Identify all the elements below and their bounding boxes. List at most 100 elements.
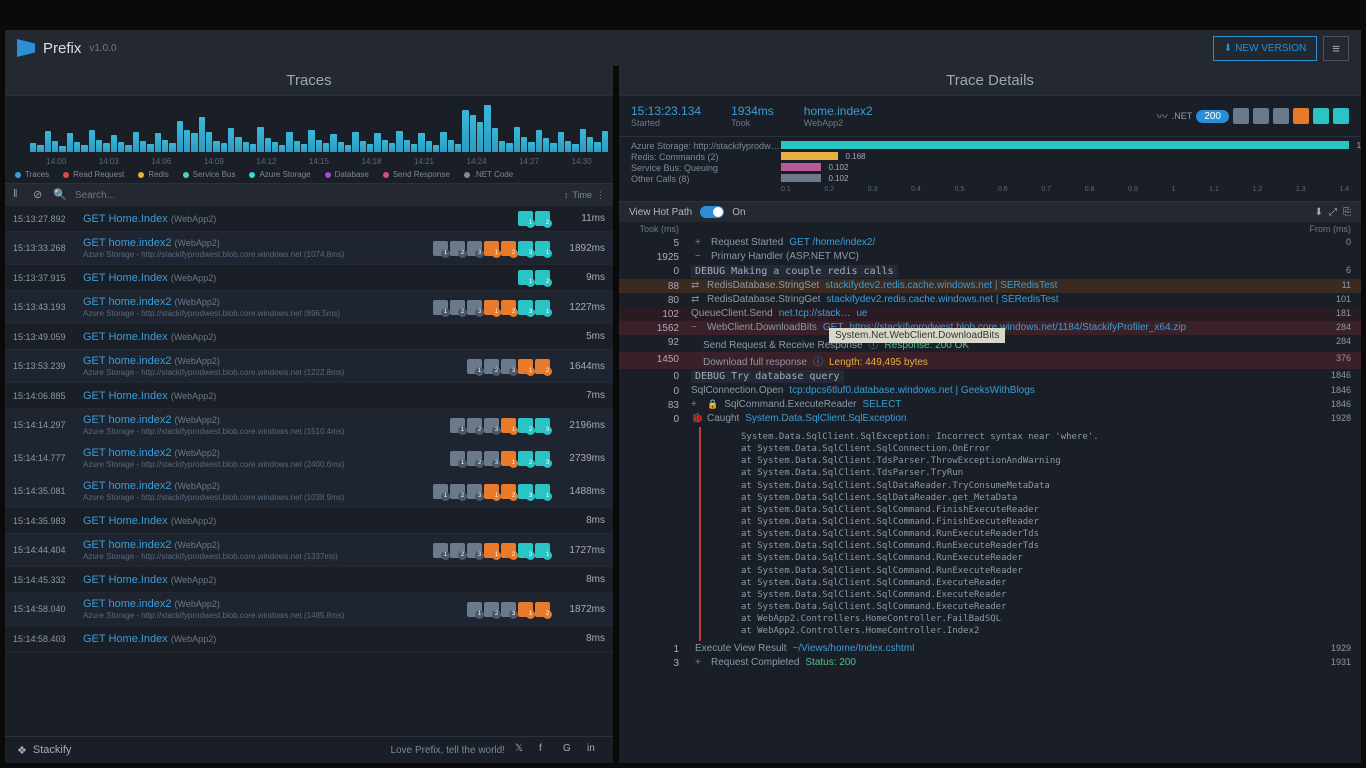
trace-stat-icon: 2 bbox=[484, 359, 499, 374]
trace-row[interactable]: 15:14:45.332GET Home.Index (WebApp2)8ms bbox=[5, 567, 613, 593]
pause-icon[interactable]: ‖ bbox=[13, 188, 27, 202]
trace-stat-icon: 2 bbox=[467, 451, 482, 466]
chart-bar bbox=[45, 131, 51, 152]
trace-row[interactable]: 15:14:44.404GET home.index2 (WebApp2)Azu… bbox=[5, 534, 613, 567]
trace-row[interactable]: 15:14:06.885GET Home.Index (WebApp2)7ms bbox=[5, 383, 613, 409]
search-icon[interactable]: 🔍 bbox=[53, 188, 67, 202]
chart-bar bbox=[594, 142, 600, 152]
expand-icon[interactable]: 🐞 bbox=[691, 413, 701, 424]
trace-stat-icon: 3 bbox=[518, 241, 533, 256]
clear-icon[interactable]: ⊘ bbox=[33, 188, 47, 202]
trace-row[interactable]: 15:14:14.777GET home.index2 (WebApp2)Azu… bbox=[5, 442, 613, 475]
trace-row[interactable]: 15:13:49.059GET Home.Index (WebApp2)5ms bbox=[5, 324, 613, 350]
info-icon[interactable]: ⓘ bbox=[813, 353, 823, 368]
trace-list: 15:13:27.892GET Home.Index (WebApp2)1211… bbox=[5, 206, 613, 736]
trace-row[interactable]: 15:13:43.193GET home.index2 (WebApp2)Azu… bbox=[5, 291, 613, 324]
trace-row[interactable]: 15:13:33.268GET home.index2 (WebApp2)Azu… bbox=[5, 232, 613, 265]
trace-stat-icon: 2 bbox=[467, 418, 482, 433]
timeline-row: Service Bus: Queuing0.102 bbox=[631, 163, 1349, 173]
detail-row[interactable]: 0🐞Caught System.Data.SqlClient.SqlExcept… bbox=[619, 412, 1361, 426]
detail-row[interactable]: 1Execute View Result ~/Views/home/Index.… bbox=[619, 642, 1361, 656]
trace-stat-icon: 1 bbox=[433, 484, 448, 499]
facebook-icon[interactable]: f bbox=[539, 743, 553, 757]
expand-icon[interactable]: − bbox=[691, 322, 701, 333]
legend-dot-icon bbox=[383, 172, 389, 178]
trace-stat-icon: 3 bbox=[484, 418, 499, 433]
sort-icon[interactable]: ↕ bbox=[564, 190, 569, 200]
detail-row[interactable]: 0SqlConnection.Open tcp:dpcs6tluf0.datab… bbox=[619, 384, 1361, 398]
detail-row[interactable]: 5+Request Started GET /home/index2/0 bbox=[619, 236, 1361, 250]
trace-stat-icon: 3 bbox=[467, 241, 482, 256]
trace-stat-icon: 1 bbox=[535, 300, 550, 315]
chart-bar bbox=[103, 143, 109, 152]
expand-icon[interactable]: ⇄ bbox=[691, 294, 701, 305]
detail-link[interactable]: ~/Views/home/Index.cshtml bbox=[793, 643, 915, 654]
detail-row[interactable]: 80⇄RedisDatabase.StringGet stackifydev2.… bbox=[619, 293, 1361, 307]
trace-stat-icon: 1 bbox=[535, 241, 550, 256]
hotpath-toggle[interactable] bbox=[700, 206, 724, 218]
started-label: Started bbox=[631, 118, 701, 128]
lock-icon: 🔒 bbox=[707, 399, 718, 410]
detail-link[interactable]: System.Data.SqlClient.SqlException bbox=[745, 413, 906, 424]
chart-bar bbox=[294, 141, 300, 152]
expand-icon[interactable]: ⇄ bbox=[691, 280, 701, 291]
detail-row[interactable]: 1925−Primary Handler (ASP.NET MVC) bbox=[619, 250, 1361, 264]
trace-row[interactable]: 15:13:53.239GET home.index2 (WebApp2)Azu… bbox=[5, 350, 613, 383]
trace-row[interactable]: 15:14:35.983GET Home.Index (WebApp2)8ms bbox=[5, 508, 613, 534]
chart-bar bbox=[374, 133, 380, 152]
trace-row[interactable]: 15:14:58.403GET Home.Index (WebApp2)8ms bbox=[5, 626, 613, 652]
detail-row[interactable]: 0DEBUG Making a couple redis calls6 bbox=[619, 264, 1361, 279]
traces-title: Traces bbox=[5, 66, 613, 96]
expand-icon[interactable]: + bbox=[691, 399, 701, 410]
menu-button[interactable]: ≡ bbox=[1323, 36, 1349, 61]
hotpath-bar: View Hot Path On ⬇ ⤢ ⎘ bbox=[619, 202, 1361, 222]
net-badge: .NET bbox=[1172, 111, 1193, 121]
chart-bar bbox=[316, 140, 322, 153]
chart-bar bbox=[492, 128, 498, 152]
trace-stat-icon: 2 bbox=[501, 543, 516, 558]
new-version-button[interactable]: ⬇ NEW VERSION bbox=[1213, 36, 1317, 61]
more-icon[interactable]: ⋮ bbox=[596, 190, 605, 201]
detail-row[interactable]: 83+🔒SqlCommand.ExecuteReader SELECT1846 bbox=[619, 398, 1361, 412]
trace-stat-icon: 1 bbox=[433, 241, 448, 256]
copy-icon[interactable]: ⎘ bbox=[1343, 207, 1351, 218]
trace-stat-icon: 2 bbox=[518, 451, 533, 466]
chart-bar bbox=[191, 133, 197, 152]
detail-row[interactable]: 1450Download full response ⓘ Length: 449… bbox=[619, 352, 1361, 369]
detail-link[interactable]: GET /home/index2/ bbox=[789, 237, 875, 248]
traces-toolbar: ‖ ⊘ 🔍 ↕ Time ⋮ bbox=[5, 183, 613, 206]
chart-bar bbox=[602, 131, 608, 152]
trace-row[interactable]: 15:13:27.892GET Home.Index (WebApp2)1211… bbox=[5, 206, 613, 232]
detail-link[interactable]: stackifydev2.redis.cache.windows.net | S… bbox=[825, 280, 1057, 291]
stackify-icon: ❖ bbox=[17, 744, 27, 757]
google-icon[interactable]: G bbox=[563, 743, 577, 757]
expand-icon[interactable]: − bbox=[695, 251, 705, 262]
detail-row[interactable]: 102QueueClient.Send net.tcp://stack…ue18… bbox=[619, 307, 1361, 321]
detail-link[interactable]: stackifydev2.redis.cache.windows.net | S… bbox=[826, 294, 1058, 305]
chart-bar bbox=[404, 140, 410, 152]
stacktrace: System.Data.SqlClient.SqlException: Inco… bbox=[699, 427, 1311, 641]
detail-link[interactable]: net.tcp://stack… bbox=[779, 308, 851, 319]
expand-icon[interactable]: + bbox=[695, 237, 705, 248]
expand-icon[interactable]: + bbox=[695, 657, 705, 668]
search-input[interactable] bbox=[75, 190, 556, 201]
detail-row[interactable]: 88⇄RedisDatabase.StringSet stackifydev2.… bbox=[619, 279, 1361, 293]
trace-stat-icon: 1 bbox=[450, 451, 465, 466]
traces-chart[interactable]: 14:0014:0314:0614:0914:1214:1514:1814:21… bbox=[5, 96, 613, 166]
twitter-icon[interactable]: 𝕏 bbox=[515, 743, 529, 757]
linkedin-icon[interactable]: in bbox=[587, 743, 601, 757]
expand-icon[interactable]: ⤢ bbox=[1329, 207, 1337, 218]
footer-brand: Stackify bbox=[33, 744, 72, 756]
detail-row[interactable]: 3+Request Completed Status: 2001931 bbox=[619, 656, 1361, 670]
trace-row[interactable]: 15:14:58.040GET home.index2 (WebApp2)Azu… bbox=[5, 593, 613, 626]
chart-bar bbox=[125, 145, 131, 153]
trace-row[interactable]: 15:13:37.915GET Home.Index (WebApp2)129m… bbox=[5, 265, 613, 291]
trace-row[interactable]: 15:14:35.081GET home.index2 (WebApp2)Azu… bbox=[5, 475, 613, 508]
detail-row[interactable]: 0DEBUG Try database query1846 bbox=[619, 369, 1361, 384]
chart-bar bbox=[308, 130, 314, 152]
detail-link[interactable]: tcp:dpcs6tluf0.database.windows.net | Ge… bbox=[789, 385, 1035, 396]
trace-row[interactable]: 15:14:14.297GET home.index2 (WebApp2)Azu… bbox=[5, 409, 613, 442]
chart-bar bbox=[111, 135, 117, 153]
download-icon[interactable]: ⬇ bbox=[1315, 207, 1323, 218]
chart-bar bbox=[184, 130, 190, 153]
